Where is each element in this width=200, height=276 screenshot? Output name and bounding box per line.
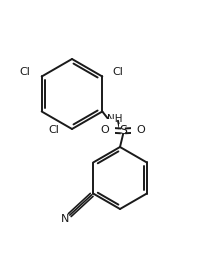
Text: Cl: Cl bbox=[20, 68, 31, 78]
Text: Cl: Cl bbox=[48, 125, 59, 135]
Text: O: O bbox=[137, 125, 145, 135]
Text: Cl: Cl bbox=[113, 68, 124, 78]
Text: S: S bbox=[119, 124, 127, 137]
Text: N: N bbox=[61, 214, 70, 224]
Text: NH: NH bbox=[107, 114, 122, 124]
Text: O: O bbox=[101, 125, 109, 135]
